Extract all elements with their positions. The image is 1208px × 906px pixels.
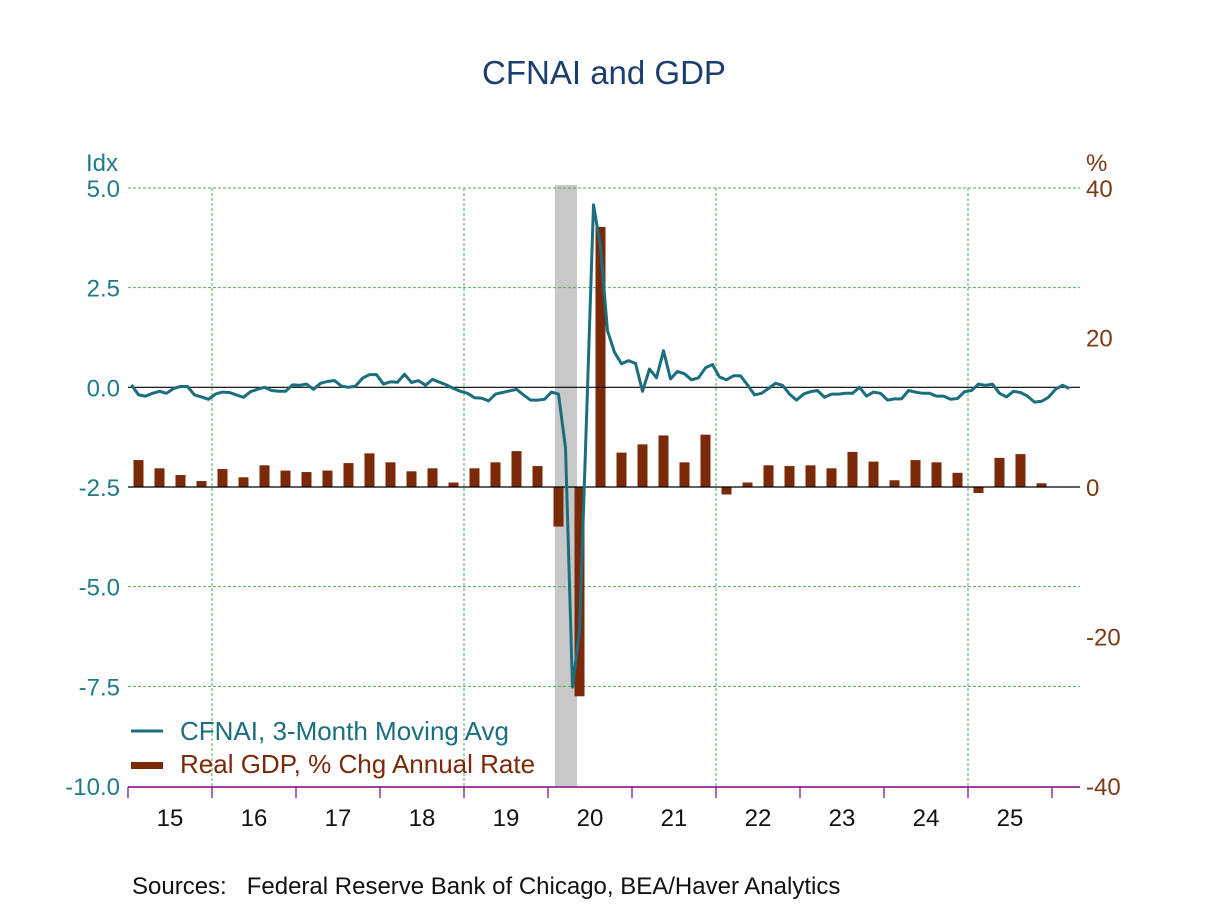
x-tick-label: 20 xyxy=(577,805,604,832)
legend-cfnai-label: CFNAI, 3-Month Moving Avg xyxy=(180,716,509,746)
gdp-bar xyxy=(700,434,711,487)
source-note: Sources: Federal Reserve Bank of Chicago… xyxy=(132,873,840,900)
cfnai-line xyxy=(130,203,1071,689)
gdp-bar xyxy=(490,462,501,487)
gdp-bar xyxy=(805,465,816,487)
left-tick-label: 2.5 xyxy=(87,276,120,303)
x-tick-label: 21 xyxy=(661,805,688,832)
gdp-bar xyxy=(1036,483,1047,487)
gdp-bar xyxy=(994,457,1005,487)
gdp-bar xyxy=(238,477,249,487)
gdp-bar xyxy=(616,452,627,487)
gdp-bars xyxy=(133,226,1047,697)
chart-title: CFNAI and GDP xyxy=(482,54,726,91)
right-axis: 40 20 0 -20 -40 xyxy=(1086,176,1121,801)
left-axis: 5.0 2.5 0.0 -2.5 -5.0 -7.5 -10.0 xyxy=(65,176,120,801)
legend-gdp-swatch xyxy=(131,762,163,769)
left-tick-label: 5.0 xyxy=(87,176,120,203)
gdp-bar xyxy=(973,487,984,493)
gdp-bar xyxy=(784,466,795,487)
gdp-bar xyxy=(679,462,690,487)
gdp-bar xyxy=(952,472,963,487)
x-tick-label: 17 xyxy=(325,805,352,832)
gdp-bar xyxy=(910,460,921,487)
gdp-bar xyxy=(847,451,858,487)
zero-lines xyxy=(128,386,1080,488)
legend: CFNAI, 3-Month Moving Avg Real GDP, % Ch… xyxy=(131,716,535,779)
x-tick-label: 16 xyxy=(241,805,268,832)
x-tick-label: 18 xyxy=(409,805,436,832)
left-tick-label: -10.0 xyxy=(65,774,120,801)
gdp-bar xyxy=(301,472,312,487)
x-axis: 15 16 17 18 19 20 21 22 23 24 25 xyxy=(127,786,1080,832)
gdp-bar xyxy=(868,461,879,487)
left-tick-label: -5.0 xyxy=(79,575,120,602)
gdp-bar xyxy=(217,469,228,487)
gdp-bar xyxy=(406,471,417,487)
x-tick-label: 15 xyxy=(157,805,184,832)
gdp-bar xyxy=(553,487,564,527)
gdp-bar xyxy=(826,468,837,487)
gdp-bar xyxy=(742,482,753,487)
gdp-bar xyxy=(448,482,459,487)
gdp-bar xyxy=(469,468,480,487)
gdp-bar xyxy=(1015,454,1026,487)
gdp-bar xyxy=(889,480,900,487)
legend-gdp-label: Real GDP, % Chg Annual Rate xyxy=(180,749,535,779)
gdp-bar xyxy=(511,451,522,487)
gdp-bar xyxy=(343,463,354,487)
gdp-bar xyxy=(385,462,396,487)
right-tick-label: 20 xyxy=(1086,326,1113,353)
gdp-bar xyxy=(931,462,942,487)
gdp-bar xyxy=(196,481,207,487)
x-tick-label: 25 xyxy=(997,805,1024,832)
gdp-bar xyxy=(532,466,543,487)
gdp-bar xyxy=(427,468,438,487)
gdp-bar xyxy=(658,435,669,487)
x-tick-label: 19 xyxy=(493,805,520,832)
gdp-bar xyxy=(763,465,774,487)
left-axis-unit: Idx xyxy=(86,150,118,177)
x-tick-label: 23 xyxy=(829,805,856,832)
x-tick-label: 24 xyxy=(913,805,940,832)
gdp-bar xyxy=(322,470,333,487)
left-tick-label: -2.5 xyxy=(79,475,120,502)
right-tick-label: 40 xyxy=(1086,176,1113,203)
right-tick-label: -40 xyxy=(1086,774,1121,801)
gdp-bar xyxy=(175,475,186,487)
gdp-bar xyxy=(637,444,648,487)
x-tick-label: 22 xyxy=(745,805,772,832)
right-tick-label: 0 xyxy=(1086,475,1099,502)
gdp-bar xyxy=(259,465,270,487)
right-axis-unit: % xyxy=(1086,150,1107,177)
gdp-bar xyxy=(280,470,291,487)
left-tick-label: 0.0 xyxy=(87,375,120,402)
right-tick-label: -20 xyxy=(1086,625,1121,652)
gdp-bar xyxy=(154,468,165,487)
gdp-bar xyxy=(721,487,732,495)
gdp-bar xyxy=(364,453,375,487)
gdp-bar xyxy=(595,226,606,487)
left-tick-label: -7.5 xyxy=(79,674,120,701)
gdp-bar xyxy=(133,460,144,487)
